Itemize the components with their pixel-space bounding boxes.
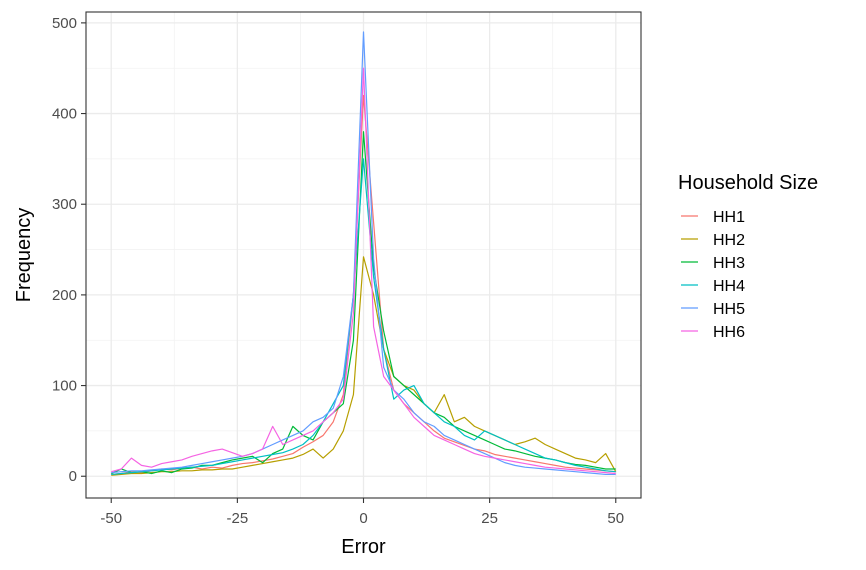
- legend-label: HH1: [713, 209, 745, 226]
- series-line-hh6: [111, 67, 616, 475]
- plot-grid: [86, 12, 641, 498]
- legend-label: HH6: [713, 324, 745, 341]
- legend-title: Household Size: [678, 172, 818, 194]
- x-tick-label: 0: [359, 510, 367, 527]
- series-line-hh4: [111, 158, 616, 476]
- y-tick-label: 400: [52, 106, 77, 123]
- legend-item-hh1: HH1: [681, 209, 745, 226]
- x-tick-label: -50: [100, 510, 122, 527]
- y-axis-title: Frequency: [13, 208, 35, 303]
- legend-items: HH1 HH2 HH3 HH4 HH5 HH6: [681, 209, 745, 341]
- legend-item-hh5: HH5: [681, 301, 745, 318]
- x-tick-label: 25: [481, 510, 498, 527]
- x-tick-label: 50: [607, 510, 624, 527]
- y-tick-label: 500: [52, 15, 77, 32]
- y-tick-label: 0: [69, 468, 77, 485]
- y-tick-label: 100: [52, 378, 77, 395]
- legend-item-hh3: HH3: [681, 255, 745, 272]
- legend-label: HH2: [713, 232, 745, 249]
- y-tick-label: 200: [52, 287, 77, 304]
- legend-label: HH4: [713, 278, 745, 295]
- legend-item-hh6: HH6: [681, 324, 745, 341]
- legend-label: HH3: [713, 255, 745, 272]
- legend-item-hh2: HH2: [681, 232, 745, 249]
- y-tick-label: 300: [52, 196, 77, 213]
- legend-label: HH5: [713, 301, 745, 318]
- x-axis-title: Error: [341, 536, 386, 558]
- legend: Household Size HH1 HH2 HH3 HH4 HH5 HH6: [678, 172, 818, 341]
- series-line-hh2: [111, 256, 617, 476]
- legend-item-hh4: HH4: [681, 278, 745, 295]
- series-lines: [110, 31, 617, 476]
- series-line-hh5: [111, 31, 616, 476]
- x-tick-label: -25: [227, 510, 249, 527]
